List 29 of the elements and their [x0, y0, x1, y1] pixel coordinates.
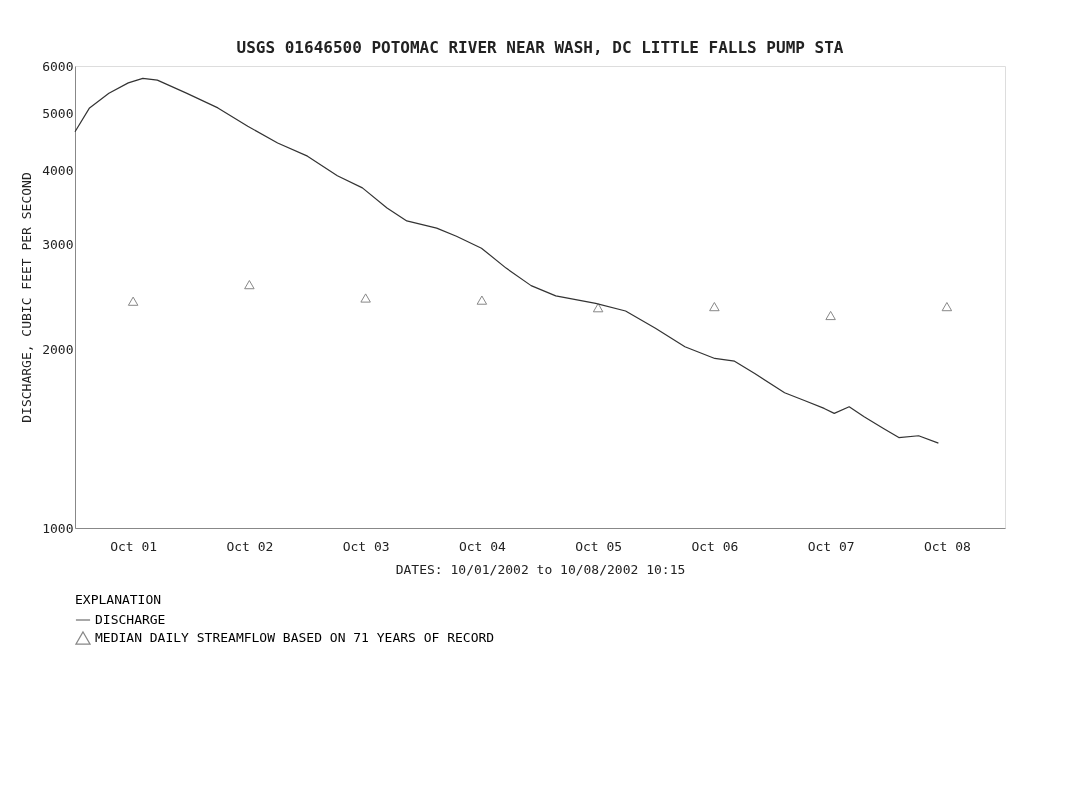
x-tick-label: Oct 01 — [110, 538, 158, 554]
x-tick-label: Oct 02 — [226, 538, 274, 554]
point — [476, 295, 488, 305]
y-tick-label: 5000 — [42, 105, 74, 121]
y-tick-label: 1000 — [42, 520, 74, 536]
x-tick-label: Oct 04 — [458, 538, 507, 554]
x-tick-label: Oct 06 — [691, 538, 739, 554]
point — [825, 310, 836, 321]
legend-title: EXPLANATION — [75, 592, 162, 607]
point — [592, 303, 604, 313]
legend-label: DISCHARGE — [95, 612, 166, 627]
y-axis-title: DISCHARGE, CUBIC FEET PER SECOND — [19, 172, 35, 423]
legend-label: MEDIAN DAILY STREAMFLOW BASED ON 71 YEARS OF RECORD — [95, 630, 495, 645]
x-tick-label: Oct 03 — [342, 538, 390, 554]
chart-title: USGS 01646500 POTOMAC RIVER NEAR WASH, DC LITTLE FALLS PUMP STA — [236, 38, 844, 57]
point — [709, 301, 720, 312]
point — [244, 280, 255, 290]
x-tick-label: Oct 08 — [923, 538, 971, 554]
x-tick-label: Oct 05 — [575, 538, 623, 554]
y-tick-label: 2000 — [42, 341, 74, 357]
point — [360, 293, 371, 303]
y-tick-label: 3000 — [42, 237, 74, 253]
x-axis-title: DATES: 10/01/2002 to 10/08/2002 10:15 — [395, 561, 686, 577]
y-tick-label: 4000 — [42, 163, 74, 179]
line-series — [74, 77, 939, 444]
point — [941, 301, 953, 312]
point — [127, 296, 139, 306]
y-tick-label: 6000 — [42, 58, 74, 74]
x-tick-label: Oct 07 — [807, 538, 855, 554]
